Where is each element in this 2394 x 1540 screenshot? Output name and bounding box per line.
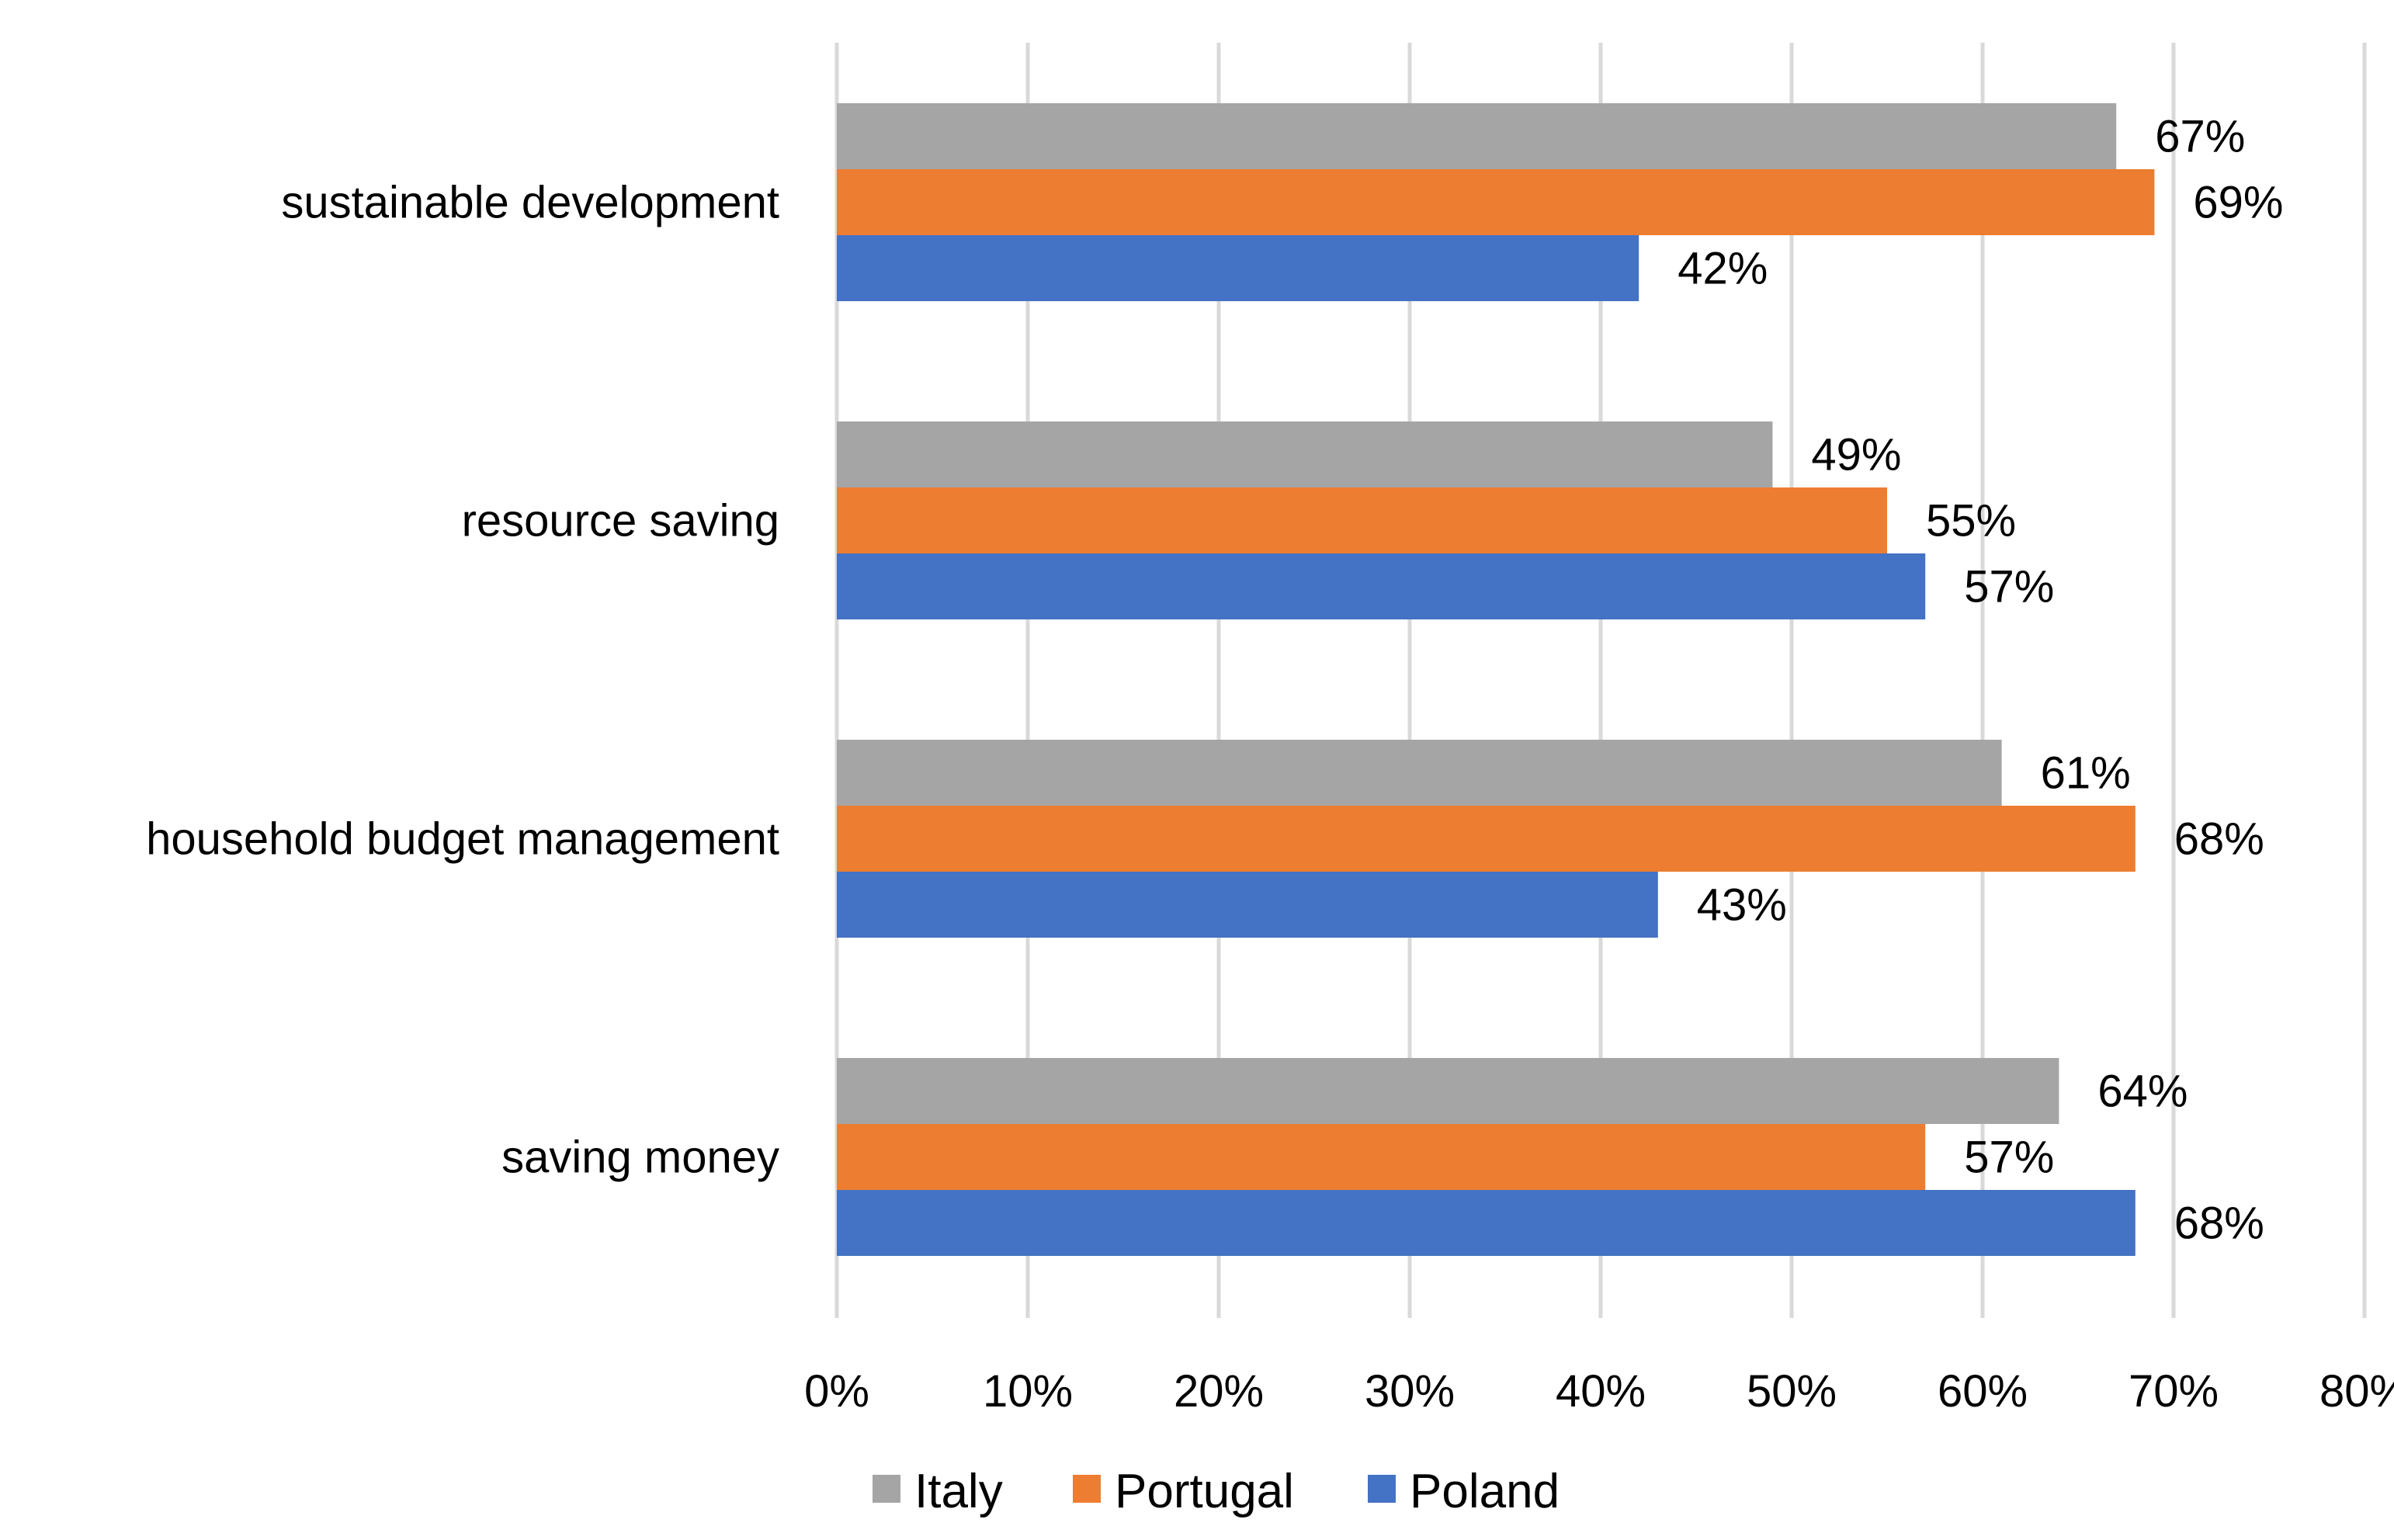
data-labels: 67% 69% 42% 49% 55% 57% 61% 68% 43% 64% 57% 68% [1678, 112, 2283, 1249]
bar-poland-saving-money [837, 1190, 2136, 1256]
data-label-portugal-household-budget-management: 68% [2174, 814, 2264, 865]
x-tick-label: 20% [1174, 1366, 1264, 1417]
x-tick-label: 0% [804, 1366, 869, 1417]
bar-italy-resource-saving [837, 421, 1773, 487]
x-tick-label: 70% [2129, 1366, 2219, 1417]
category-label-household-budget-management: household budget management [146, 814, 779, 865]
data-label-poland-household-budget-management: 43% [1697, 880, 1787, 931]
bar-italy-household-budget-management [837, 740, 2002, 806]
data-label-poland-saving-money: 68% [2174, 1198, 2264, 1249]
category-labels: sustainable development resource saving ho… [146, 178, 779, 1183]
x-tick-label: 60% [1938, 1366, 2028, 1417]
x-tick-label: 50% [1747, 1366, 1837, 1417]
legend-swatch-italy [873, 1475, 900, 1503]
bar-poland-resource-saving [837, 553, 1926, 619]
data-label-italy-saving-money: 64% [2097, 1067, 2188, 1117]
data-label-italy-household-budget-management: 61% [2041, 748, 2131, 799]
data-label-poland-resource-saving: 57% [1964, 562, 2054, 612]
legend: Italy Portugal Poland [873, 1465, 1560, 1518]
category-label-resource-saving: resource saving [462, 496, 779, 546]
bars [837, 103, 2155, 1256]
bar-poland-sustainable-development [837, 235, 1639, 301]
data-label-italy-resource-saving: 49% [1811, 430, 1901, 480]
x-tick-label: 30% [1365, 1366, 1455, 1417]
legend-label-portugal: Portugal [1115, 1465, 1294, 1518]
legend-swatch-portugal [1073, 1475, 1101, 1503]
bar-portugal-household-budget-management [837, 806, 2136, 872]
data-label-portugal-sustainable-development: 69% [2193, 178, 2283, 228]
bar-portugal-saving-money [837, 1124, 1926, 1190]
bar-portugal-sustainable-development [837, 169, 2155, 235]
legend-swatch-poland [1368, 1475, 1396, 1503]
bar-italy-saving-money [837, 1058, 2059, 1124]
x-tick-label: 80% [2319, 1366, 2394, 1417]
bar-poland-household-budget-management [837, 872, 1658, 938]
x-tick-label: 40% [1556, 1366, 1646, 1417]
category-label-saving-money: saving money [501, 1132, 779, 1183]
legend-label-italy: Italy [914, 1465, 1003, 1518]
data-label-italy-sustainable-development: 67% [2155, 112, 2245, 162]
data-label-portugal-saving-money: 57% [1964, 1132, 2054, 1183]
category-label-sustainable-development: sustainable development [281, 178, 779, 228]
bar-italy-sustainable-development [837, 103, 2117, 169]
data-label-portugal-resource-saving: 55% [1926, 496, 2016, 546]
legend-label-poland: Poland [1410, 1465, 1560, 1518]
x-tick-label: 10% [983, 1366, 1073, 1417]
x-axis-tick-labels: 0% 10% 20% 30% 40% 50% 60% 70% 80% [804, 1366, 2394, 1417]
data-label-poland-sustainable-development: 42% [1678, 244, 1768, 294]
bar-portugal-resource-saving [837, 487, 1887, 553]
